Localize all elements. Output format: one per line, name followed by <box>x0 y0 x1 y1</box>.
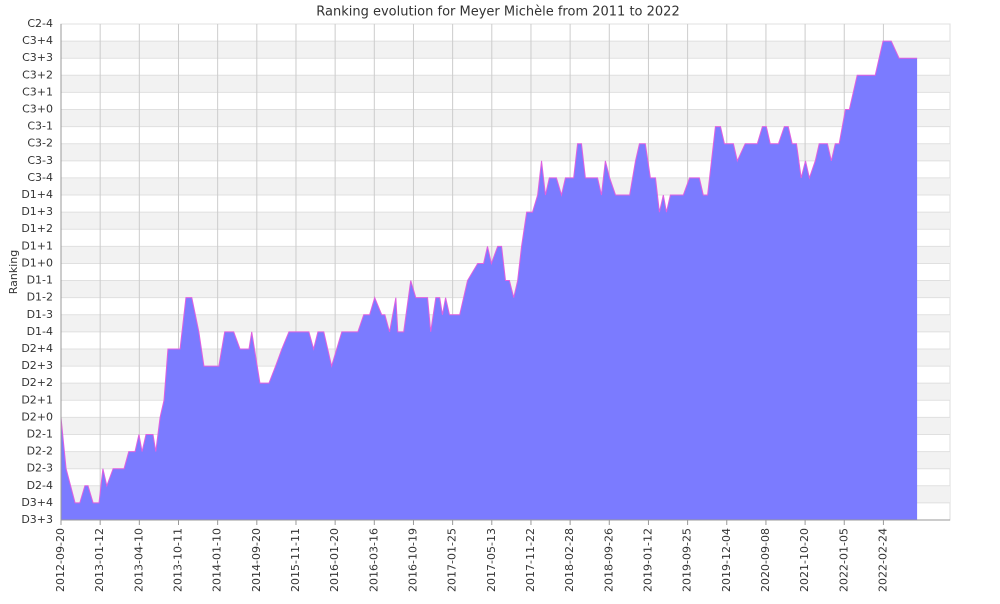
y-tick-label: D2-2 <box>27 445 53 458</box>
y-tick-label: C3-3 <box>27 154 53 167</box>
y-tick-label: D1+0 <box>21 256 53 269</box>
y-tick-label: D3+3 <box>21 513 53 526</box>
y-tick-label: C3-2 <box>27 137 53 150</box>
y-axis-label: Ranking <box>7 250 20 295</box>
y-tick-label: D2+4 <box>21 342 53 355</box>
x-tick-label: 2020-09-08 <box>759 528 772 592</box>
area <box>61 41 918 520</box>
x-tick-label: 2016-03-16 <box>367 528 380 592</box>
x-tick-label: 2018-02-28 <box>563 528 576 592</box>
y-tick-label: D2-1 <box>27 427 53 440</box>
y-tick-label: D2+3 <box>21 359 53 372</box>
x-tick-label: 2016-01-20 <box>328 528 341 592</box>
x-tick-label: 2012-09-20 <box>54 528 67 592</box>
x-tick-label: 2016-10-19 <box>406 528 419 592</box>
x-tick-label: 2019-09-25 <box>681 528 694 592</box>
grid-band <box>61 41 950 59</box>
y-tick-label: C3+4 <box>22 34 53 47</box>
y-tick-label: D2+1 <box>21 393 53 406</box>
x-tick-label: 2019-12-04 <box>720 528 733 592</box>
x-tick-label: 2019-01-12 <box>641 528 654 592</box>
x-tick-label: 2013-01-12 <box>93 528 106 592</box>
grid-band <box>61 75 950 93</box>
x-tick-label: 2017-11-22 <box>524 528 537 592</box>
y-tick-label: D1-3 <box>27 308 53 321</box>
grid-band <box>61 109 950 127</box>
y-tick-label: D1+4 <box>21 188 53 201</box>
line <box>60 40 918 504</box>
x-tick-label: 2015-11-11 <box>289 528 302 592</box>
x-tick-label: 2013-10-11 <box>171 528 184 592</box>
y-tick-label: D2-3 <box>27 462 53 475</box>
y-tick-label: D1+3 <box>21 205 53 218</box>
y-tick-label: D1-1 <box>27 274 53 287</box>
y-tick-label: D2+2 <box>21 376 53 389</box>
x-tick-label: 2014-01-10 <box>211 528 224 592</box>
y-tick-label: C3+1 <box>22 85 53 98</box>
y-tick-label: C3-4 <box>27 171 53 184</box>
y-tick-label: D2-4 <box>27 479 53 492</box>
x-tick-label: 2021-10-20 <box>798 528 811 592</box>
y-tick-label: C3+2 <box>22 68 53 81</box>
chart-title: Ranking evolution for Meyer Michèle from… <box>316 5 679 20</box>
x-tick-label: 2014-09-20 <box>250 528 263 592</box>
y-tick-label: C2-4 <box>27 17 53 30</box>
x-tick-label: 2022-02-24 <box>876 528 889 592</box>
y-tick-label: C3+0 <box>22 103 53 116</box>
y-tick-label: D3+4 <box>21 496 53 509</box>
y-tick-label: D1-4 <box>27 325 53 338</box>
y-tick-label: C3+3 <box>22 51 53 64</box>
y-tick-label: D1-2 <box>27 291 53 304</box>
x-tick-label: 2017-05-13 <box>485 528 498 592</box>
y-tick-label: C3-1 <box>27 120 53 133</box>
y-tick-label: D2+0 <box>21 410 53 423</box>
y-tick-label: D1+2 <box>21 222 53 235</box>
x-tick-label: 2017-01-25 <box>446 528 459 592</box>
x-tick-label: 2022-01-05 <box>837 528 850 592</box>
x-tick-label: 2018-09-26 <box>602 528 615 592</box>
x-tick-label: 2013-04-10 <box>132 528 145 592</box>
y-tick-label: D1+1 <box>21 239 53 252</box>
